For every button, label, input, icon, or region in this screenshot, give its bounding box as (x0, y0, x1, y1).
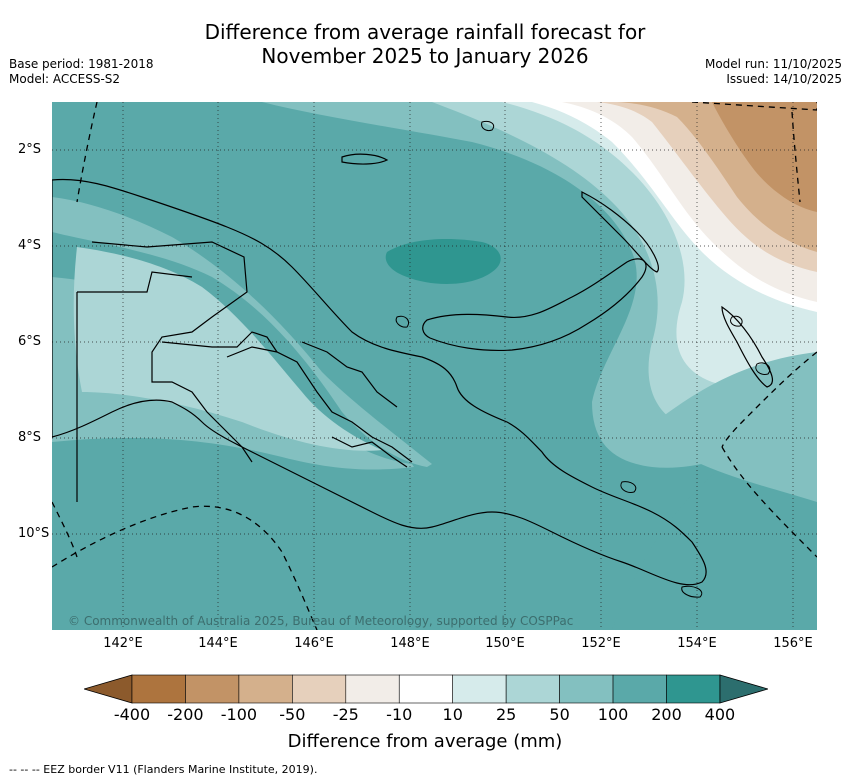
colorbar-tick-label: 100 (597, 705, 629, 724)
title-line-1: Difference from average rainfall forecas… (204, 20, 646, 44)
colorbar (84, 674, 768, 704)
x-tick-146e: 146°E (294, 636, 334, 651)
colorbar-title: Difference from average (mm) (287, 731, 563, 752)
colorbar-tick-label: 10 (442, 705, 463, 724)
eez-legend: -- -- -- EEZ border V11 (Flanders Marine… (9, 763, 318, 776)
colorbar-cell (292, 674, 347, 704)
base-info: Base period: 1981-2018 Model: ACCESS-S2 (9, 57, 154, 87)
colorbar-cell (505, 674, 560, 704)
x-tick-144e: 144°E (198, 636, 238, 651)
colorbar-cell (666, 674, 721, 704)
colorbar-tick-label: -200 (167, 705, 204, 724)
issued-date: Issued: 14/10/2025 (726, 72, 842, 86)
band-25-west (73, 247, 382, 451)
colorbar-tick-label: -25 (332, 705, 359, 724)
x-tick-156e: 156°E (773, 636, 813, 651)
eez-borders (52, 102, 817, 630)
colorbar-cell (612, 674, 667, 704)
x-tick-150e: 150°E (485, 636, 525, 651)
colorbar-cell (238, 674, 293, 704)
y-tick-6s: 6°S (18, 334, 42, 349)
colorbar-tick-label: 200 (651, 705, 682, 724)
band-minus100 (712, 102, 817, 212)
band-50-west (52, 197, 432, 467)
colorbar-cell (559, 674, 614, 704)
map-canvas (52, 102, 817, 630)
model-name: Model: ACCESS-S2 (9, 72, 121, 86)
y-tick-2s: 2°S (18, 142, 42, 157)
colorbar-cell (185, 674, 240, 704)
band-200-center (385, 239, 501, 284)
x-tick-142e: 142°E (103, 636, 143, 651)
x-tick-148e: 148°E (390, 636, 430, 651)
y-tick-4s: 4°S (18, 238, 42, 253)
x-tick-154e: 154°E (677, 636, 717, 651)
colorbar-extend-high (719, 674, 768, 704)
title-line-2: November 2025 to January 2026 (261, 44, 589, 68)
base-period: Base period: 1981-2018 (9, 57, 154, 71)
band-50-se (642, 352, 817, 502)
colorbar-extend-low (84, 674, 133, 704)
colorbar-tick-label: 50 (549, 705, 570, 724)
colorbar-cell (398, 674, 454, 704)
model-run: Model run: 11/10/2025 (704, 57, 842, 71)
band-100-east (52, 102, 817, 630)
colorbar-tick-label: 400 (704, 705, 736, 724)
graticule (52, 102, 817, 630)
x-tick-152e: 152°E (581, 636, 621, 651)
islands (395, 121, 771, 598)
coastlines (52, 153, 774, 586)
run-info: Model run: 11/10/2025 Issued: 14/10/2025 (705, 57, 842, 87)
colorbar-tick-label: -100 (220, 705, 258, 724)
colorbar-tick-label: -400 (113, 705, 151, 724)
colorbar-cells (84, 674, 768, 704)
copyright-notice: © Commonwealth of Australia 2025, Bureau… (68, 614, 574, 628)
colorbar-tick-label: -10 (386, 705, 413, 724)
colorbar-cell (131, 674, 186, 704)
chart-title: Difference from average rainfall forecas… (0, 20, 850, 68)
y-tick-8s: 8°S (18, 430, 42, 445)
colorbar-tick-label: 25 (495, 705, 517, 724)
colorbar-cell (345, 674, 400, 704)
colorbar-cell (452, 674, 507, 704)
colorbar-tick-label: -50 (279, 705, 306, 724)
y-tick-10s: 10°S (18, 526, 50, 541)
rainfall-map (52, 102, 817, 630)
